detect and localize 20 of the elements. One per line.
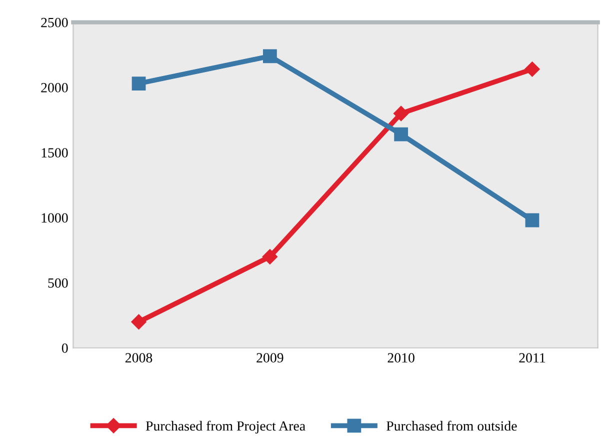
point <box>262 49 277 64</box>
x-tick-label: 2010 <box>388 353 414 363</box>
legend-label: Purchased from outside <box>386 420 517 431</box>
point <box>394 106 409 122</box>
y-tick-label: 1500 <box>42 148 68 158</box>
point <box>394 127 408 142</box>
point <box>525 213 540 228</box>
point <box>262 249 278 264</box>
y-tick-label: 2500 <box>41 18 68 28</box>
y-tick-label: 2000 <box>41 83 68 92</box>
x-tick-label: 2011 <box>519 353 546 363</box>
y-tick-label: 500 <box>48 278 68 288</box>
x-tick-label: 2008 <box>125 353 152 363</box>
y-tick-label: 0 <box>62 343 68 353</box>
legend-label: Purchased from Project Area <box>146 420 306 434</box>
point <box>132 76 146 90</box>
y-tick-label: 1000 <box>42 213 68 223</box>
point <box>131 314 146 330</box>
x-tick-label: 2009 <box>256 353 284 363</box>
point <box>524 62 540 77</box>
